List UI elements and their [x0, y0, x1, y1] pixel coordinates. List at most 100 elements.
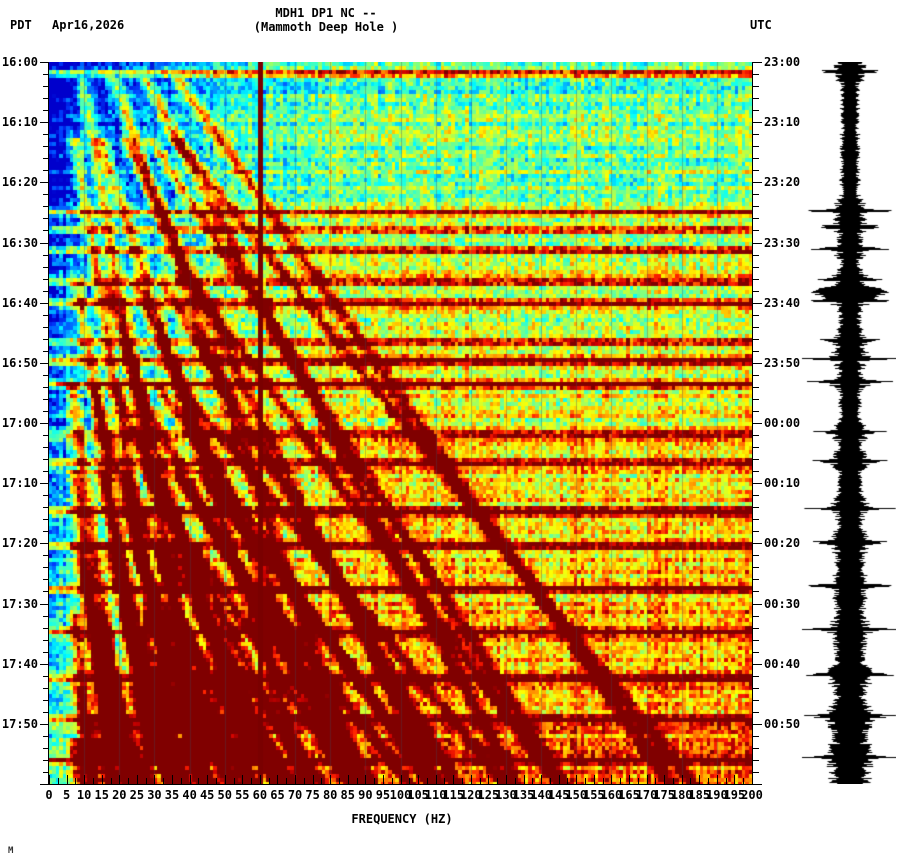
frequency-axis-tick	[559, 775, 560, 784]
spectrogram-plot[interactable]	[49, 62, 752, 784]
frequency-axis-tick	[734, 775, 735, 784]
left-axis-tick	[40, 122, 49, 124]
frequency-axis-label: 25	[129, 788, 145, 802]
frequency-axis-tick	[427, 778, 428, 784]
right-axis-tick	[753, 326, 759, 328]
frequency-axis-tick	[365, 775, 366, 784]
frequency-axis-label: 85	[340, 788, 355, 802]
frequency-axis-tick	[207, 775, 208, 784]
frequency-axis-label: 75	[305, 788, 320, 802]
left-axis-tick	[40, 784, 49, 785]
left-axis-tick	[40, 663, 49, 665]
frequency-axis-label: 145	[547, 788, 570, 802]
left-axis-tick	[43, 278, 49, 280]
frequency-axis-tick	[453, 775, 454, 784]
frequency-axis-tick	[682, 775, 683, 784]
left-axis-time-label: 17:40	[1, 656, 38, 671]
left-axis-tick	[40, 242, 49, 244]
frequency-axis-tick	[102, 775, 103, 784]
left-axis-tick	[40, 302, 49, 304]
frequency-axis-label: 65	[270, 788, 285, 802]
frequency-axis-tick	[690, 778, 691, 784]
frequency-axis-label: 0	[45, 788, 53, 802]
frequency-axis-tick	[506, 775, 507, 784]
left-axis-tick	[43, 290, 49, 292]
left-axis-tick	[43, 218, 49, 220]
left-axis-time-label: 16:50	[1, 355, 38, 370]
right-axis-tick	[753, 603, 762, 605]
left-axis-time-label: 17:50	[1, 716, 38, 731]
frequency-axis-label: 70	[287, 788, 303, 802]
left-axis-tick	[43, 254, 49, 256]
frequency-axis-tick	[181, 778, 182, 784]
frequency-axis-tick	[647, 775, 648, 784]
left-axis-tick	[43, 398, 49, 400]
left-axis-tick	[40, 182, 49, 184]
left-axis-tick	[43, 711, 49, 713]
frequency-axis-tick	[260, 775, 261, 784]
right-axis-tick	[753, 254, 759, 256]
left-axis-time-label: 16:40	[1, 295, 38, 310]
frequency-axis-tick	[339, 778, 340, 784]
right-axis-tick	[753, 206, 759, 208]
right-axis-tick	[753, 410, 759, 412]
frequency-axis-tick	[444, 778, 445, 784]
frequency-axis-label: 120	[459, 788, 482, 802]
frequency-axis-tick	[480, 778, 481, 784]
frequency-axis-tick	[374, 778, 375, 784]
frequency-axis-tick	[717, 775, 718, 784]
left-axis-tick	[43, 735, 49, 737]
left-axis-tick	[43, 759, 49, 761]
frequency-axis-title: FREQUENCY (HZ)	[0, 812, 902, 826]
frequency-axis-tick	[418, 775, 419, 784]
frequency-axis-tick	[277, 775, 278, 784]
frequency-axis-tick	[357, 778, 358, 784]
right-axis-tick	[753, 579, 759, 581]
left-axis-tick	[43, 591, 49, 593]
right-axis-tick	[753, 471, 759, 473]
right-axis-tick	[753, 242, 762, 244]
right-axis-tick	[753, 591, 759, 593]
right-axis-tick	[753, 62, 762, 63]
header-station-name: (Mammoth Deep Hole )	[0, 20, 902, 34]
right-axis-time-label: 00:10	[764, 476, 801, 491]
frequency-axis-tick	[673, 778, 674, 784]
left-axis-tick	[43, 326, 49, 328]
right-axis-tick	[753, 398, 759, 400]
right-axis-tick	[753, 146, 759, 148]
left-axis-tick	[43, 687, 49, 689]
frequency-axis-tick	[242, 775, 243, 784]
frequency-axis-tick	[172, 775, 173, 784]
right-axis-tick	[753, 531, 759, 533]
left-axis-time-label: 17:30	[1, 596, 38, 611]
right-axis-tick	[753, 699, 759, 701]
frequency-axis-tick	[154, 775, 155, 784]
right-axis-time-label: 00:40	[764, 656, 801, 671]
left-axis-tick	[43, 314, 49, 316]
frequency-axis-tick	[462, 778, 463, 784]
left-axis-tick	[43, 495, 49, 497]
frequency-axis-tick	[524, 775, 525, 784]
frequency-axis-tick	[146, 778, 147, 784]
right-axis-tick	[753, 350, 759, 352]
frequency-axis-title-text: FREQUENCY (HZ)	[351, 812, 453, 826]
frequency-axis-tick	[488, 775, 489, 784]
right-axis-tick	[753, 374, 759, 376]
frequency-axis-label: 185	[688, 788, 711, 802]
left-axis-tick	[43, 266, 49, 268]
frequency-axis-label: 130	[495, 788, 517, 802]
frequency-axis-label: 155	[582, 788, 605, 802]
right-axis-tick	[753, 182, 762, 184]
right-axis-tick	[753, 218, 759, 220]
frequency-axis-tick	[611, 775, 612, 784]
seismogram-trace	[800, 62, 896, 784]
left-axis-tick	[43, 747, 49, 749]
frequency-axis-tick	[638, 778, 639, 784]
frequency-axis-tick	[515, 778, 516, 784]
right-axis-tick	[753, 747, 759, 749]
frequency-axis-tick	[49, 775, 50, 784]
right-axis-tick	[753, 495, 759, 497]
frequency-axis-tick	[752, 775, 753, 784]
right-axis-tick	[753, 122, 762, 124]
left-axis-time-label: 17:20	[1, 536, 38, 551]
